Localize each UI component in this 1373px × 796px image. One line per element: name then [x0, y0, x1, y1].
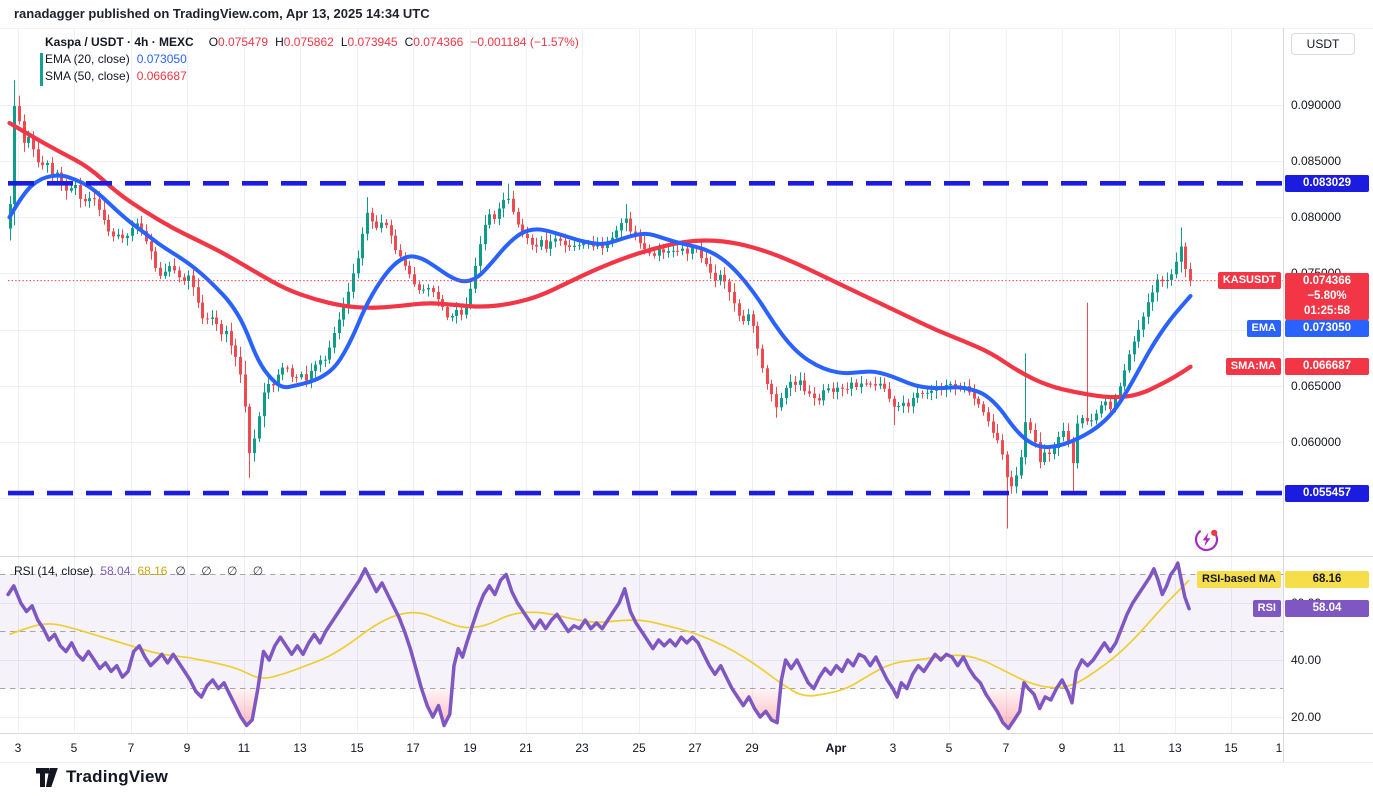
rsi-hidden-values: ∅ ∅ ∅ ∅ [175, 564, 270, 578]
close-key: C [404, 35, 414, 49]
rsi-legend-label: RSI (14, close) [14, 564, 94, 578]
rsi-ma-line [9, 579, 1190, 697]
tradingview-logo-glyph [36, 767, 58, 787]
high-key: H [275, 35, 284, 49]
sma-line [7, 120, 1193, 400]
ema-legend-row[interactable]: EMA (20, close) 0.073050 [45, 51, 579, 68]
sma-value: 0.066687 [136, 69, 187, 83]
tradingview-logo[interactable]: TradingView [36, 767, 168, 787]
main-legend: Kaspa / USDT · 4h · MEXC O0.075479 H0.0758… [40, 34, 579, 86]
ema-line [7, 173, 1193, 450]
indicator-accent-bar [40, 53, 43, 86]
ema-label: EMA (20, close) [45, 52, 130, 66]
high-value: 0.075862 [283, 35, 334, 49]
gridlines [0, 29, 1283, 733]
symbol-title[interactable]: Kaspa / USDT · 4h · MEXC [45, 35, 194, 49]
price-pane [7, 80, 1283, 529]
tradingview-logo-text: TradingView [66, 767, 169, 786]
rsi-line [6, 561, 1191, 731]
attribution: ranadagger published on TradingView.com,… [14, 6, 430, 21]
rsi-legend-row[interactable]: RSI (14, close) 58.04 68.16 ∅ ∅ ∅ ∅ [14, 564, 269, 578]
open-key: O [208, 35, 219, 49]
symbol-legend-row[interactable]: Kaspa / USDT · 4h · MEXC O0.075479 H0.0758… [45, 34, 579, 51]
low-value: 0.073945 [347, 35, 398, 49]
ema-value: 0.073050 [136, 52, 187, 66]
notification-dot [1211, 529, 1218, 536]
rsi-pane [0, 561, 1283, 731]
flash-streak-icon[interactable] [1192, 525, 1221, 554]
rsi-legend-value: 58.04 [100, 564, 131, 578]
open-value: 0.075479 [218, 35, 269, 49]
sma-legend-row[interactable]: SMA (50, close) 0.066687 [45, 68, 579, 85]
rsi-ma-legend-value: 68.16 [137, 564, 168, 578]
change-value: −0.001184 (−1.57%) [470, 35, 579, 49]
rsi-oversold-fill [226, 688, 258, 726]
currency-toggle-button[interactable]: USDT [1291, 33, 1355, 55]
close-value: 0.074366 [413, 35, 464, 49]
lightning-bolt-icon [1202, 532, 1211, 547]
low-key: L [340, 35, 348, 49]
sma-label: SMA (50, close) [45, 69, 130, 83]
